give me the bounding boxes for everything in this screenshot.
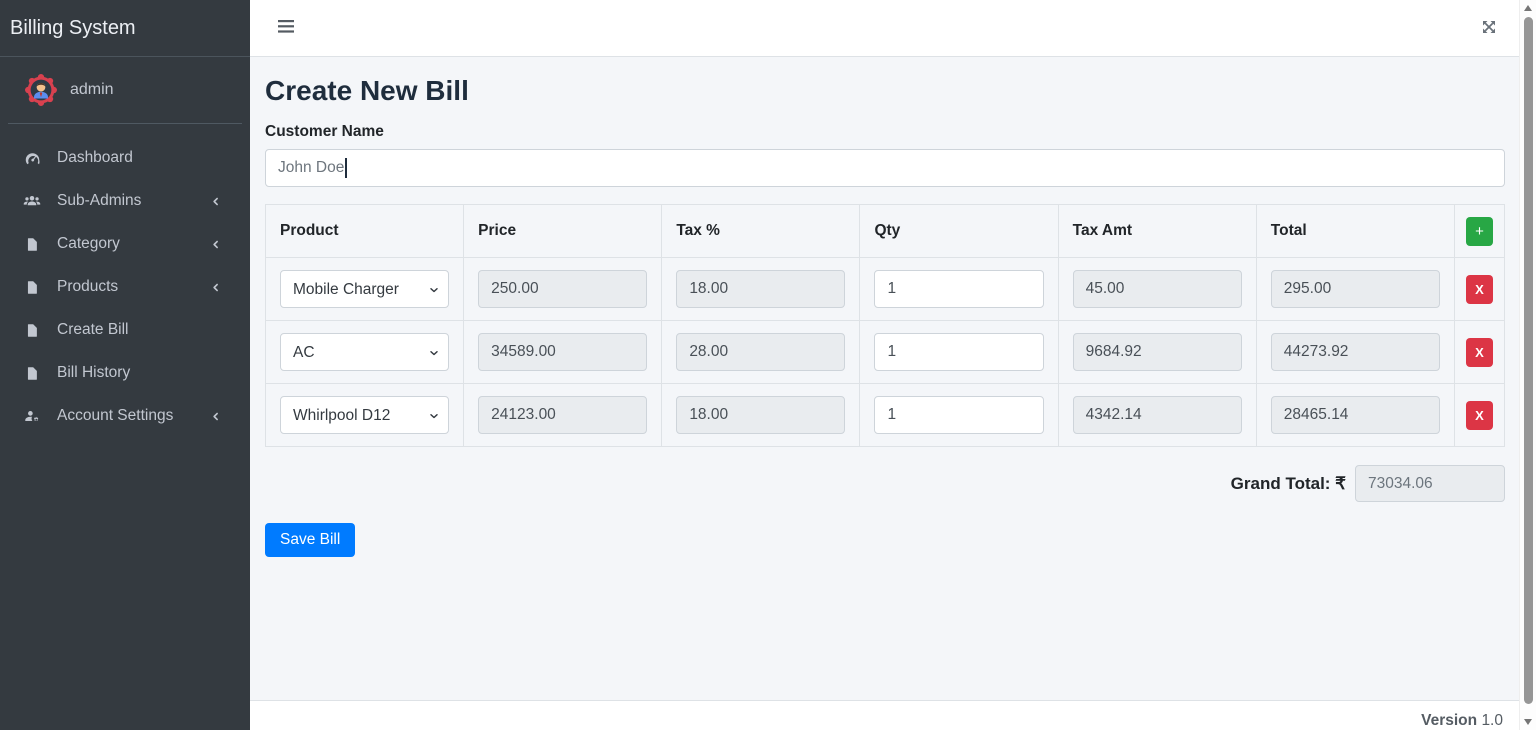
brand-title: Billing System [10,16,136,39]
column-header-price: Price [463,204,663,258]
column-header-product: Product [264,204,465,258]
price-input [478,333,648,371]
total-input [1270,396,1440,434]
chevron-left-icon [209,410,222,423]
tax-percent-input [676,270,846,308]
scrollbar-down-arrow[interactable] [1524,719,1532,725]
grand-total-row: Grand Total: ₹ [265,465,1505,502]
scrollbar[interactable] [1519,0,1536,730]
sidebar-item-label: Bill History [57,364,131,381]
sidebar-item-label: Account Settings [57,407,174,424]
tax-amt-input [1072,396,1242,434]
sidebar-item-bill-history[interactable]: Bill History [8,355,242,391]
column-header-tax-percent: Tax % [661,204,861,258]
page-title: Create New Bill [265,75,469,106]
sidebar-item-create-bill[interactable]: Create Bill [8,312,242,348]
file-icon [17,322,47,339]
sidebar-item-label: Products [57,278,119,295]
version-value: 1.0 [1481,712,1503,729]
tachometer-icon [17,150,47,167]
file-icon [17,279,47,296]
column-header-qty: Qty [859,204,1059,258]
sidebar-item-category[interactable]: Category [8,226,242,262]
file-icon [17,236,47,253]
scrollbar-up-arrow[interactable] [1524,5,1532,11]
tax-percent-input [676,396,846,434]
chevron-left-icon [209,281,222,294]
sidebar-item-label: Sub-Admins [57,192,142,209]
tax-percent-input [676,333,846,371]
file-icon [17,365,47,382]
bill-table-body: Mobile Charger X AC [264,257,1505,447]
tax-amt-input [1072,333,1242,371]
text-caret [345,158,347,178]
expand-arrows-icon [1480,18,1498,39]
content: Create New Bill Customer Name Product Pr… [250,57,1519,700]
table-row: AC X [264,320,1505,384]
price-input [478,270,648,308]
grand-total-label: Grand Total: ₹ [1230,473,1346,493]
column-header-tax-amt: Tax Amt [1057,204,1257,258]
table-row: Whirlpool D12 X [264,383,1505,447]
product-select[interactable]: AC [280,333,450,371]
bill-table-header: Product Price Tax % Qty Tax Amt Total + [264,204,1505,258]
save-bill-button[interactable]: Save Bill [265,523,356,557]
sidebar-item-account-settings[interactable]: Account Settings [8,398,242,434]
scrollbar-thumb[interactable] [1524,17,1533,704]
column-header-actions: + [1454,204,1505,258]
sidebar: Billing System [0,0,250,730]
sidebar-item-label: Category [57,235,120,252]
customer-name-input[interactable] [265,149,1505,187]
qty-input[interactable] [874,270,1044,308]
remove-row-button[interactable]: X [1466,400,1493,430]
qty-input[interactable] [874,333,1044,371]
main-area: Create New Bill Customer Name Product Pr… [250,0,1536,730]
admin-gear-avatar-icon [24,73,58,107]
product-select[interactable]: Mobile Charger [280,270,450,308]
sidebar-item-dashboard[interactable]: Dashboard [8,140,242,176]
sidebar-item-sub-admins[interactable]: Sub-Admins [8,183,242,219]
customer-name-label: Customer Name [265,123,384,140]
remove-row-button[interactable]: X [1466,337,1493,367]
menu-toggle-button[interactable] [274,15,299,41]
user-gear-icon [17,408,47,425]
add-row-button[interactable]: + [1466,216,1493,246]
product-select[interactable]: Whirlpool D12 [280,396,450,434]
users-icon [17,192,47,210]
column-header-total: Total [1255,204,1456,258]
hamburger-icon [278,19,295,37]
fullscreen-button[interactable] [1476,14,1502,43]
price-input [478,396,648,434]
sidebar-item-products[interactable]: Products [8,269,242,305]
user-name[interactable]: admin [70,81,114,98]
total-input [1270,270,1440,308]
table-row: Mobile Charger X [264,257,1505,321]
topbar [250,0,1519,57]
sidebar-brand[interactable]: Billing System [0,0,250,57]
chevron-left-icon [209,238,222,251]
user-panel: admin [8,57,242,124]
customer-name-field [265,149,1505,187]
remove-row-button[interactable]: X [1466,274,1493,304]
sidebar-item-label: Dashboard [57,149,133,166]
footer: Version 1.0 [250,700,1519,730]
grand-total-input [1355,465,1505,502]
sidebar-item-label: Create Bill [57,321,129,338]
bill-table: Product Price Tax % Qty Tax Amt Total + [264,204,1505,447]
version-label: Version [1421,712,1478,729]
chevron-left-icon [209,195,222,208]
tax-amt-input [1072,270,1242,308]
qty-input[interactable] [874,396,1044,434]
sidebar-nav: Dashboard Sub-Admins [0,124,250,441]
total-input [1270,333,1440,371]
